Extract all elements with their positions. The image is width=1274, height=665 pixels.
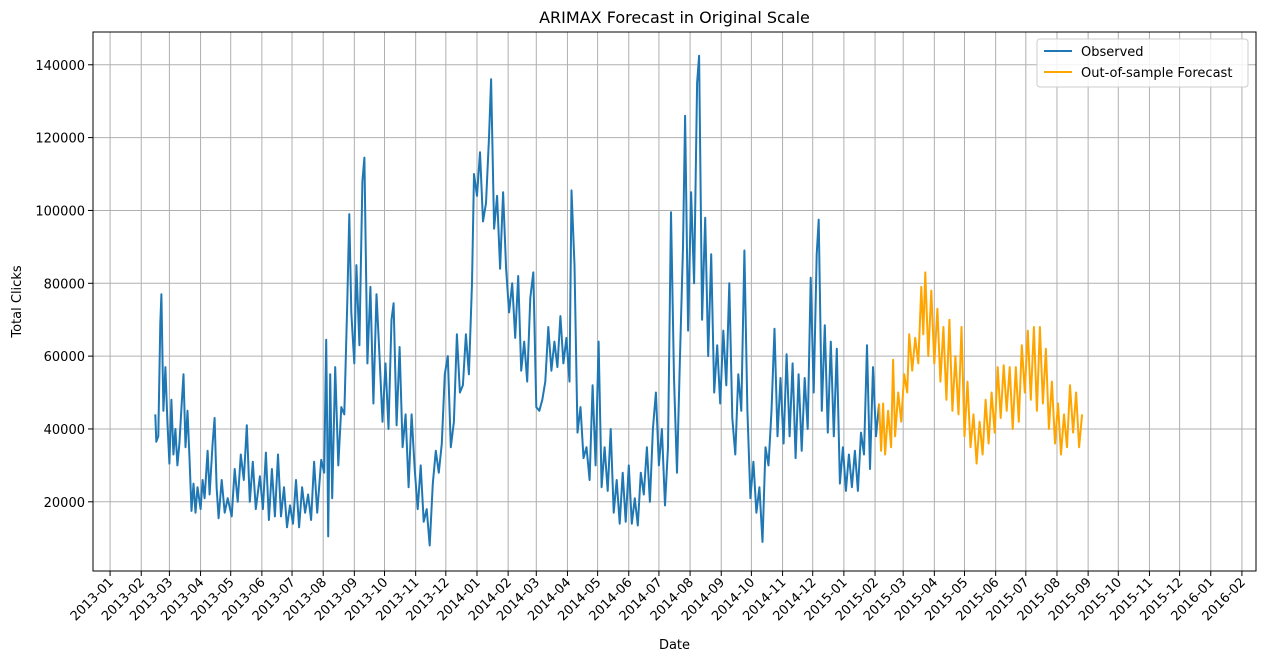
legend-box bbox=[1036, 38, 1249, 88]
series-line-observed bbox=[154, 54, 881, 547]
y-tick-label: 40000 bbox=[44, 423, 85, 438]
legend-label-forecast: Out-of-sample Forecast bbox=[1081, 66, 1232, 81]
y-tick-label: 80000 bbox=[44, 277, 85, 292]
x-axis-label: Date bbox=[659, 638, 690, 653]
plot-frame bbox=[92, 31, 1257, 572]
y-tick-label: 140000 bbox=[35, 59, 85, 74]
series-layer bbox=[154, 54, 1084, 547]
y-tick-label: 60000 bbox=[44, 350, 85, 365]
y-tick-label: 120000 bbox=[35, 132, 85, 147]
y-axis: 20000 40000 60000 80000 100000 120000 140000 bbox=[35, 59, 93, 511]
legend: Observed Out-of-sample Forecast bbox=[1036, 38, 1249, 88]
y-tick-label: 100000 bbox=[35, 204, 85, 219]
series-line-out-of-sample-forecast bbox=[878, 271, 1084, 465]
x-axis: 2013-012013-022013-032013-042013-052013-… bbox=[68, 571, 1249, 624]
chart-title: ARIMAX Forecast in Original Scale bbox=[539, 8, 810, 27]
y-tick-label: 20000 bbox=[44, 496, 85, 511]
legend-label-observed: Observed bbox=[1081, 45, 1144, 60]
y-axis-label: Total Clicks bbox=[10, 265, 25, 338]
